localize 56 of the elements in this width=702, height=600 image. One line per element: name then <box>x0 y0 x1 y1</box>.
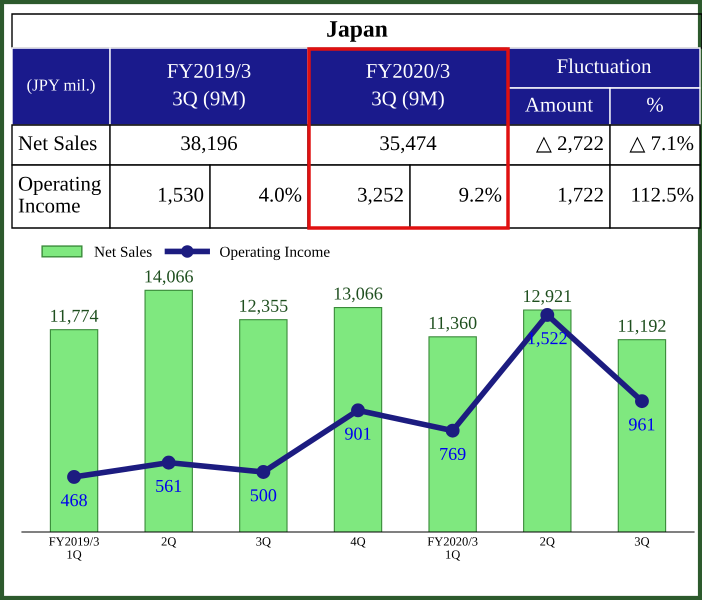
bar <box>334 306 382 532</box>
data-label: 561 <box>156 480 182 492</box>
point <box>635 394 649 408</box>
text: 4.0% <box>259 188 302 202</box>
data-label: 769 <box>440 448 466 460</box>
data-label: 14,066 <box>145 270 193 286</box>
data-label: 901 <box>345 428 370 440</box>
data-label: 12,921 <box>524 290 572 305</box>
data-label: 12,355 <box>240 300 288 314</box>
text: △ 7.1% <box>629 136 694 153</box>
text: % <box>647 98 663 112</box>
data-label: 961 <box>628 418 654 431</box>
x-tick-label: 3Q <box>634 537 650 548</box>
data-label: 13,066 <box>334 287 382 302</box>
text: 1,722 <box>558 188 603 205</box>
data-label: 500 <box>250 489 276 502</box>
text: 112.5% <box>632 188 694 202</box>
point <box>446 424 460 438</box>
text: 1,530 <box>158 188 204 205</box>
text: 38,196 <box>181 136 238 154</box>
text: (JPY mil.) <box>27 78 95 94</box>
point <box>67 470 81 484</box>
x-tick-label: 2Q <box>540 537 555 548</box>
text: Amount <box>525 98 594 112</box>
data-label: 468 <box>60 494 87 506</box>
text: Net Sales <box>18 136 97 150</box>
x-tick-label: 4Q <box>350 537 366 548</box>
bar <box>523 309 572 532</box>
point <box>351 403 365 418</box>
text: 35,474 <box>380 136 436 154</box>
x-tick-label: 3Q <box>256 537 271 548</box>
legend-label: Net Sales <box>94 246 152 257</box>
bar <box>618 339 666 532</box>
text: FY2019/3 3Q (9M) <box>167 64 250 110</box>
data-label: 11,774 <box>51 310 98 324</box>
point <box>540 308 554 322</box>
x-tick-label: FY2020/3 1Q <box>428 537 478 561</box>
bar <box>50 329 98 532</box>
x-tick-label: 2Q <box>162 537 176 548</box>
text: △ 2,722 <box>536 136 603 154</box>
text: FY2020/3 3Q (9M) <box>366 64 450 110</box>
data-label: 11,360 <box>430 316 476 332</box>
data-label: 11,192 <box>619 320 666 334</box>
point <box>162 456 176 470</box>
point <box>256 465 270 479</box>
bar <box>239 319 288 532</box>
data-label: 1,522 <box>528 332 567 347</box>
text: 9.2% <box>459 188 502 202</box>
legend-label: Operating Income <box>220 246 330 260</box>
text: Operating Income <box>18 176 101 213</box>
text: Fluctuation <box>557 58 652 74</box>
bar <box>428 336 477 532</box>
text: Japan <box>327 21 388 42</box>
bar <box>144 290 193 532</box>
text: 3,252 <box>358 188 403 205</box>
x-tick-label: FY2019/3 1Q <box>49 537 99 561</box>
